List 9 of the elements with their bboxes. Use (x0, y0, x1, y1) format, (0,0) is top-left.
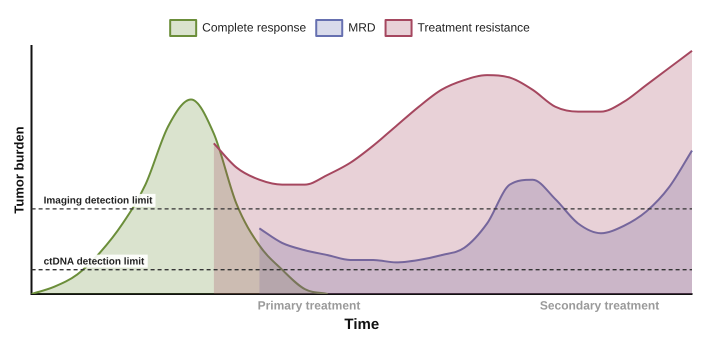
text: Secondary treatment (540, 298, 660, 312)
legend-label: MRD (348, 20, 376, 34)
ref-line-label: ctDNA detection limit (44, 256, 146, 268)
ref-line-label: Imaging detection limit (44, 196, 154, 207)
y-axis-title: Tumor burden (11, 126, 26, 214)
x-axis-title: Time (344, 316, 380, 334)
legend-label: Complete response (202, 20, 307, 34)
text: Primary treatment (258, 298, 360, 312)
legend-label: Treatment resistance (418, 20, 530, 34)
